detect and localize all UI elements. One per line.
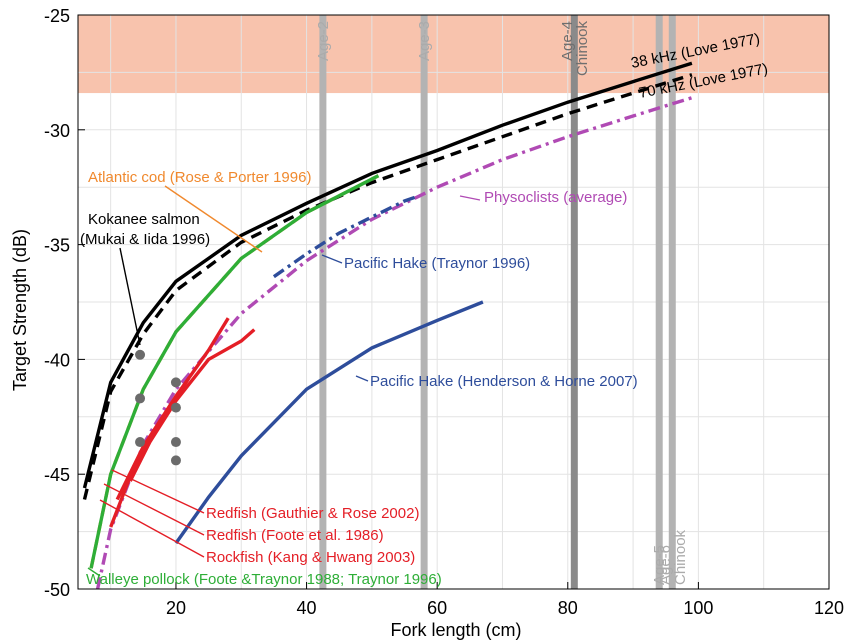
kokanee-point xyxy=(170,377,181,388)
x-tick-label: 40 xyxy=(297,598,317,618)
series-line xyxy=(89,174,380,569)
y-tick-label: -50 xyxy=(44,580,70,600)
age-label-line: Age-2 xyxy=(315,21,332,61)
annotation-kokanee-line2: (Mukai & Iida 1996) xyxy=(80,231,210,248)
age-label-line: Chinook xyxy=(574,21,591,77)
age-label: Age-2 xyxy=(315,21,332,61)
annotation-hake-traynor: Pacific Hake (Traynor 1996) xyxy=(344,255,530,272)
age-label-line: Age-6 xyxy=(657,545,674,585)
y-tick-label: -45 xyxy=(44,465,70,485)
x-tick-label: 20 xyxy=(166,598,186,618)
leader-line xyxy=(99,499,205,558)
age-label-line: Chinook xyxy=(672,529,689,585)
x-tick-label: 120 xyxy=(814,598,844,618)
series-line xyxy=(174,300,484,545)
kokanee-point xyxy=(170,402,181,413)
shaded-band xyxy=(78,15,829,94)
annotation-rockfish: Rockfish (Kang & Hwang 2003) xyxy=(206,549,415,566)
x-axis-label: Fork length (cm) xyxy=(390,620,521,640)
plot-frame xyxy=(77,14,830,590)
annotation-walleye-pollock: Walleye pollock (Foote &Traynor 1988; Tr… xyxy=(86,571,442,588)
annotation-atlantic-cod: Atlantic cod (Rose & Porter 1996) xyxy=(88,169,311,186)
y-tick-label: -40 xyxy=(44,350,70,370)
kokanee-point xyxy=(170,455,181,466)
annotation-physoclists: Physoclists (average) xyxy=(484,189,627,206)
y-tick-label: -35 xyxy=(44,236,70,256)
x-tick-label: 100 xyxy=(683,598,713,618)
leader-line xyxy=(111,469,205,514)
leader-line xyxy=(119,247,141,346)
age-label-line: Age-3 xyxy=(416,21,433,61)
y-tick-label: -30 xyxy=(44,121,70,141)
leader-line xyxy=(164,185,263,253)
annotation-hake-henderson: Pacific Hake (Henderson & Horne 2007) xyxy=(370,373,638,390)
age-label-line: Age-4 xyxy=(559,21,576,61)
kokanee-point xyxy=(135,349,146,360)
series-line xyxy=(128,328,256,482)
leader-line xyxy=(321,254,343,264)
leader-line xyxy=(355,375,369,382)
leader-line xyxy=(459,195,481,201)
series-line xyxy=(109,376,191,528)
series-line xyxy=(272,194,419,279)
age-label-line: Age-5 xyxy=(651,545,668,585)
y-tick-label: -25 xyxy=(44,6,70,26)
x-tick-label: 60 xyxy=(427,598,447,618)
kokanee-point xyxy=(135,437,146,448)
kokanee-point xyxy=(135,393,146,404)
kokanee-point xyxy=(170,437,181,448)
annotation-redfish-foote: Redfish (Foote et al. 1986) xyxy=(206,527,384,544)
x-tick-label: 80 xyxy=(558,598,578,618)
leader-line xyxy=(87,567,101,577)
y-axis-label: Target Strength (dB) xyxy=(10,229,30,391)
leader-line xyxy=(103,483,205,536)
annotation-redfish-gauthier: Redfish (Gauthier & Rose 2002) xyxy=(206,505,419,522)
age-label: Age-3 xyxy=(416,21,433,61)
age-label: Age-5 xyxy=(651,545,668,585)
annotation-kokanee-line1: Kokanee salmon xyxy=(88,211,200,228)
